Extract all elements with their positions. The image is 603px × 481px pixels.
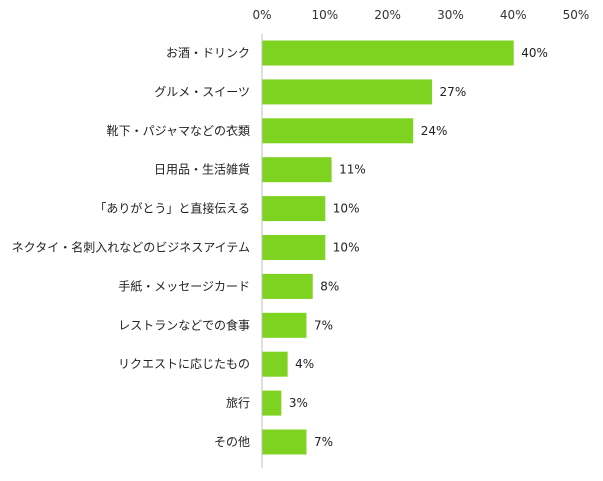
bars (262, 40, 514, 455)
value-label: 40% (521, 46, 548, 60)
x-tick-label: 20% (374, 8, 401, 22)
bar (262, 40, 514, 66)
category-label: リクエストに応じたもの (118, 357, 250, 371)
bar (262, 157, 332, 183)
category-label: 手紙・メッセージカード (118, 278, 250, 293)
category-label: その他 (214, 435, 250, 449)
category-label: ネクタイ・名刺入れなどのビジネスアイテム (12, 240, 250, 255)
value-label: 10% (333, 241, 360, 255)
value-label: 7% (314, 435, 333, 449)
value-label: 27% (440, 85, 467, 99)
category-label: 「ありがとう」と直接伝える (94, 201, 250, 216)
x-tick-label: 50% (563, 8, 590, 22)
category-label: 日用品・生活雑貨 (154, 162, 250, 177)
value-label: 24% (421, 124, 448, 138)
value-label: 4% (295, 357, 314, 371)
value-label: 10% (333, 202, 360, 216)
bar (262, 312, 307, 338)
x-tick-label: 10% (311, 8, 338, 22)
bar (262, 351, 288, 377)
category-label: 旅行 (226, 396, 250, 410)
value-label: 8% (320, 279, 339, 293)
value-labels: 40% 27% 24% 11% 10% 10% 8% 7% 4% 3% 7% (289, 46, 548, 449)
x-axis-ticks: 0% 10% 20% 30% 40% 50% (252, 8, 589, 22)
category-label: レストランなどでの食事 (118, 317, 250, 332)
value-label: 7% (314, 318, 333, 332)
value-label: 3% (289, 396, 308, 410)
category-label: お酒・ドリンク (166, 46, 250, 60)
bar (262, 118, 414, 144)
bar (262, 273, 313, 299)
x-tick-label: 40% (500, 8, 527, 22)
bar (262, 235, 326, 260)
bar (262, 196, 326, 222)
value-label: 11% (339, 163, 366, 177)
bar (262, 390, 282, 416)
category-label: 靴下・パジャマなどの衣類 (107, 123, 250, 138)
x-tick-label: 30% (437, 8, 464, 22)
category-label: グルメ・スイーツ (154, 85, 250, 99)
bar (262, 429, 307, 455)
x-tick-label: 0% (252, 8, 271, 22)
category-labels: お酒・ドリンクグルメ・スイーツ靴下・パジャマなどの衣類日用品・生活雑貨「ありがと… (12, 46, 250, 449)
bar (262, 79, 433, 105)
